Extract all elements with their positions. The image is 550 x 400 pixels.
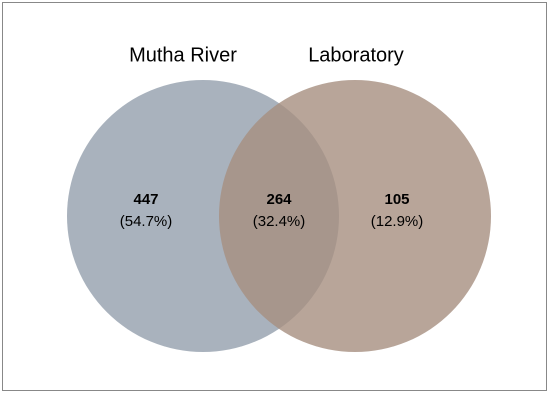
region-percent: (12.9%) [371, 213, 424, 230]
region-count: 105 [384, 191, 409, 208]
set-circle [219, 80, 491, 352]
region-percent: (32.4%) [253, 213, 306, 230]
region-count: 264 [266, 191, 292, 208]
set-name: Mutha River [129, 44, 237, 66]
region-count: 447 [133, 191, 158, 208]
region-percent: (54.7%) [120, 213, 173, 230]
set-name: Laboratory [308, 44, 404, 66]
